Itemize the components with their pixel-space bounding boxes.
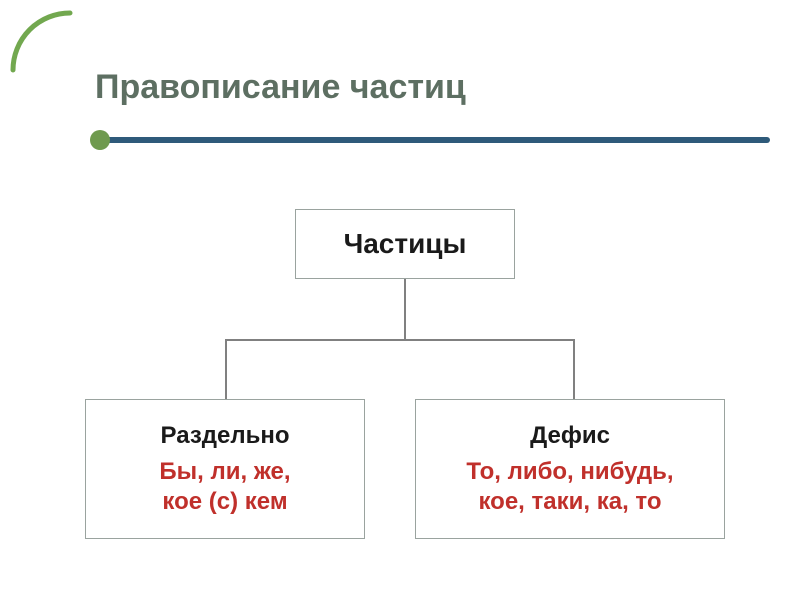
node-root-label: Частицы [310,227,500,261]
slide-content: Правописание частиц Частицы Раздельно Бы… [95,68,770,549]
node-hyphen: Дефис То, либо, нибудь, кое, таки, ка, т… [415,399,725,539]
divider-line [95,137,770,143]
node-separate-heading: Раздельно [100,421,350,451]
connector-line [404,279,406,339]
connector-line [225,339,227,399]
node-root: Частицы [295,209,515,279]
node-separate-examples: Бы, ли, же, кое (с) кем [100,457,350,517]
page-title: Правописание частиц [95,68,770,107]
particles-diagram: Частицы Раздельно Бы, ли, же, кое (с) ке… [85,209,725,549]
divider-dot [90,130,110,150]
node-hyphen-examples: То, либо, нибудь, кое, таки, ка, то [430,457,710,517]
title-divider [95,129,770,149]
connector-line [573,339,575,399]
connector-line [225,339,575,341]
node-hyphen-heading: Дефис [430,421,710,451]
node-separate: Раздельно Бы, ли, же, кое (с) кем [85,399,365,539]
